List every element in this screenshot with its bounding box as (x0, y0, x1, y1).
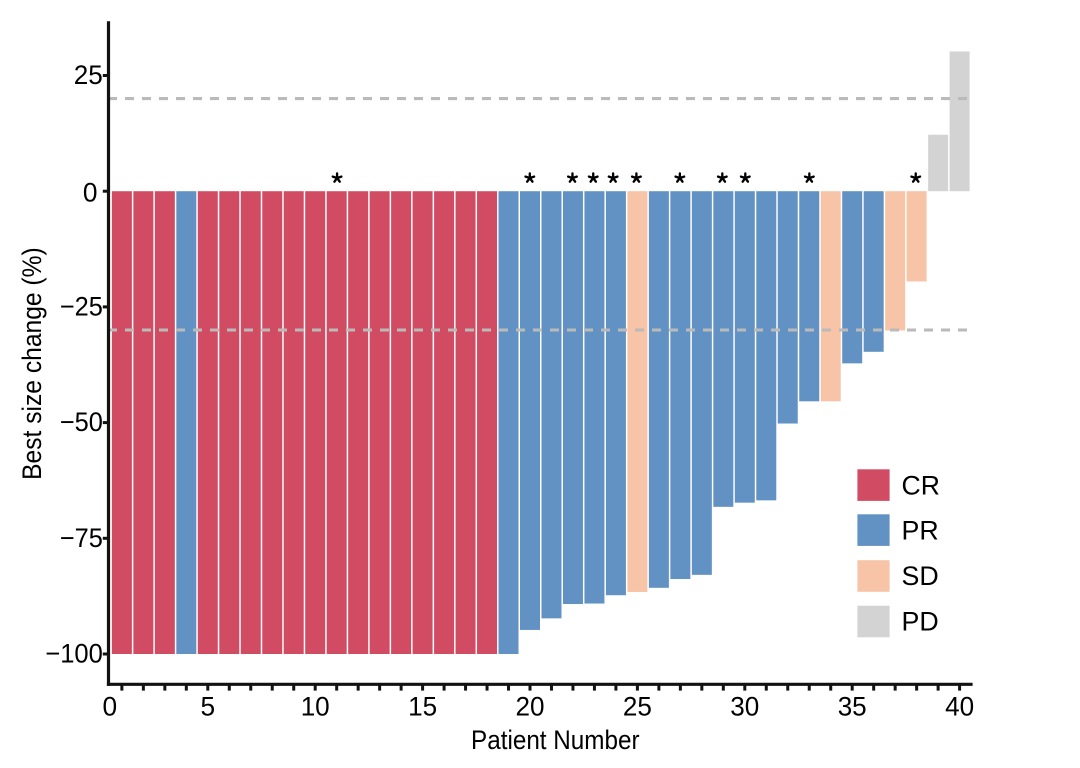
svg-text:15: 15 (408, 692, 437, 722)
svg-text:25: 25 (623, 692, 652, 722)
svg-text:Patient Number: Patient Number (471, 725, 640, 755)
svg-text:35: 35 (838, 692, 867, 722)
svg-text:PR: PR (902, 515, 939, 545)
svg-text:Best size change (%): Best size change (%) (17, 247, 47, 480)
svg-text:0: 0 (103, 692, 118, 722)
svg-text:−75: −75 (60, 523, 103, 553)
svg-text:25: 25 (74, 60, 103, 90)
svg-text:−100: −100 (45, 639, 103, 669)
svg-text:40: 40 (945, 692, 974, 722)
svg-text:PD: PD (902, 607, 939, 637)
svg-text:CR: CR (902, 470, 940, 500)
svg-text:20: 20 (516, 692, 545, 722)
svg-text:SD: SD (902, 561, 939, 591)
svg-text:5: 5 (201, 692, 216, 722)
svg-text:−25: −25 (60, 291, 103, 321)
svg-text:−50: −50 (60, 407, 103, 437)
svg-text:30: 30 (730, 692, 759, 722)
svg-text:0: 0 (83, 178, 98, 208)
svg-text:10: 10 (301, 692, 330, 722)
